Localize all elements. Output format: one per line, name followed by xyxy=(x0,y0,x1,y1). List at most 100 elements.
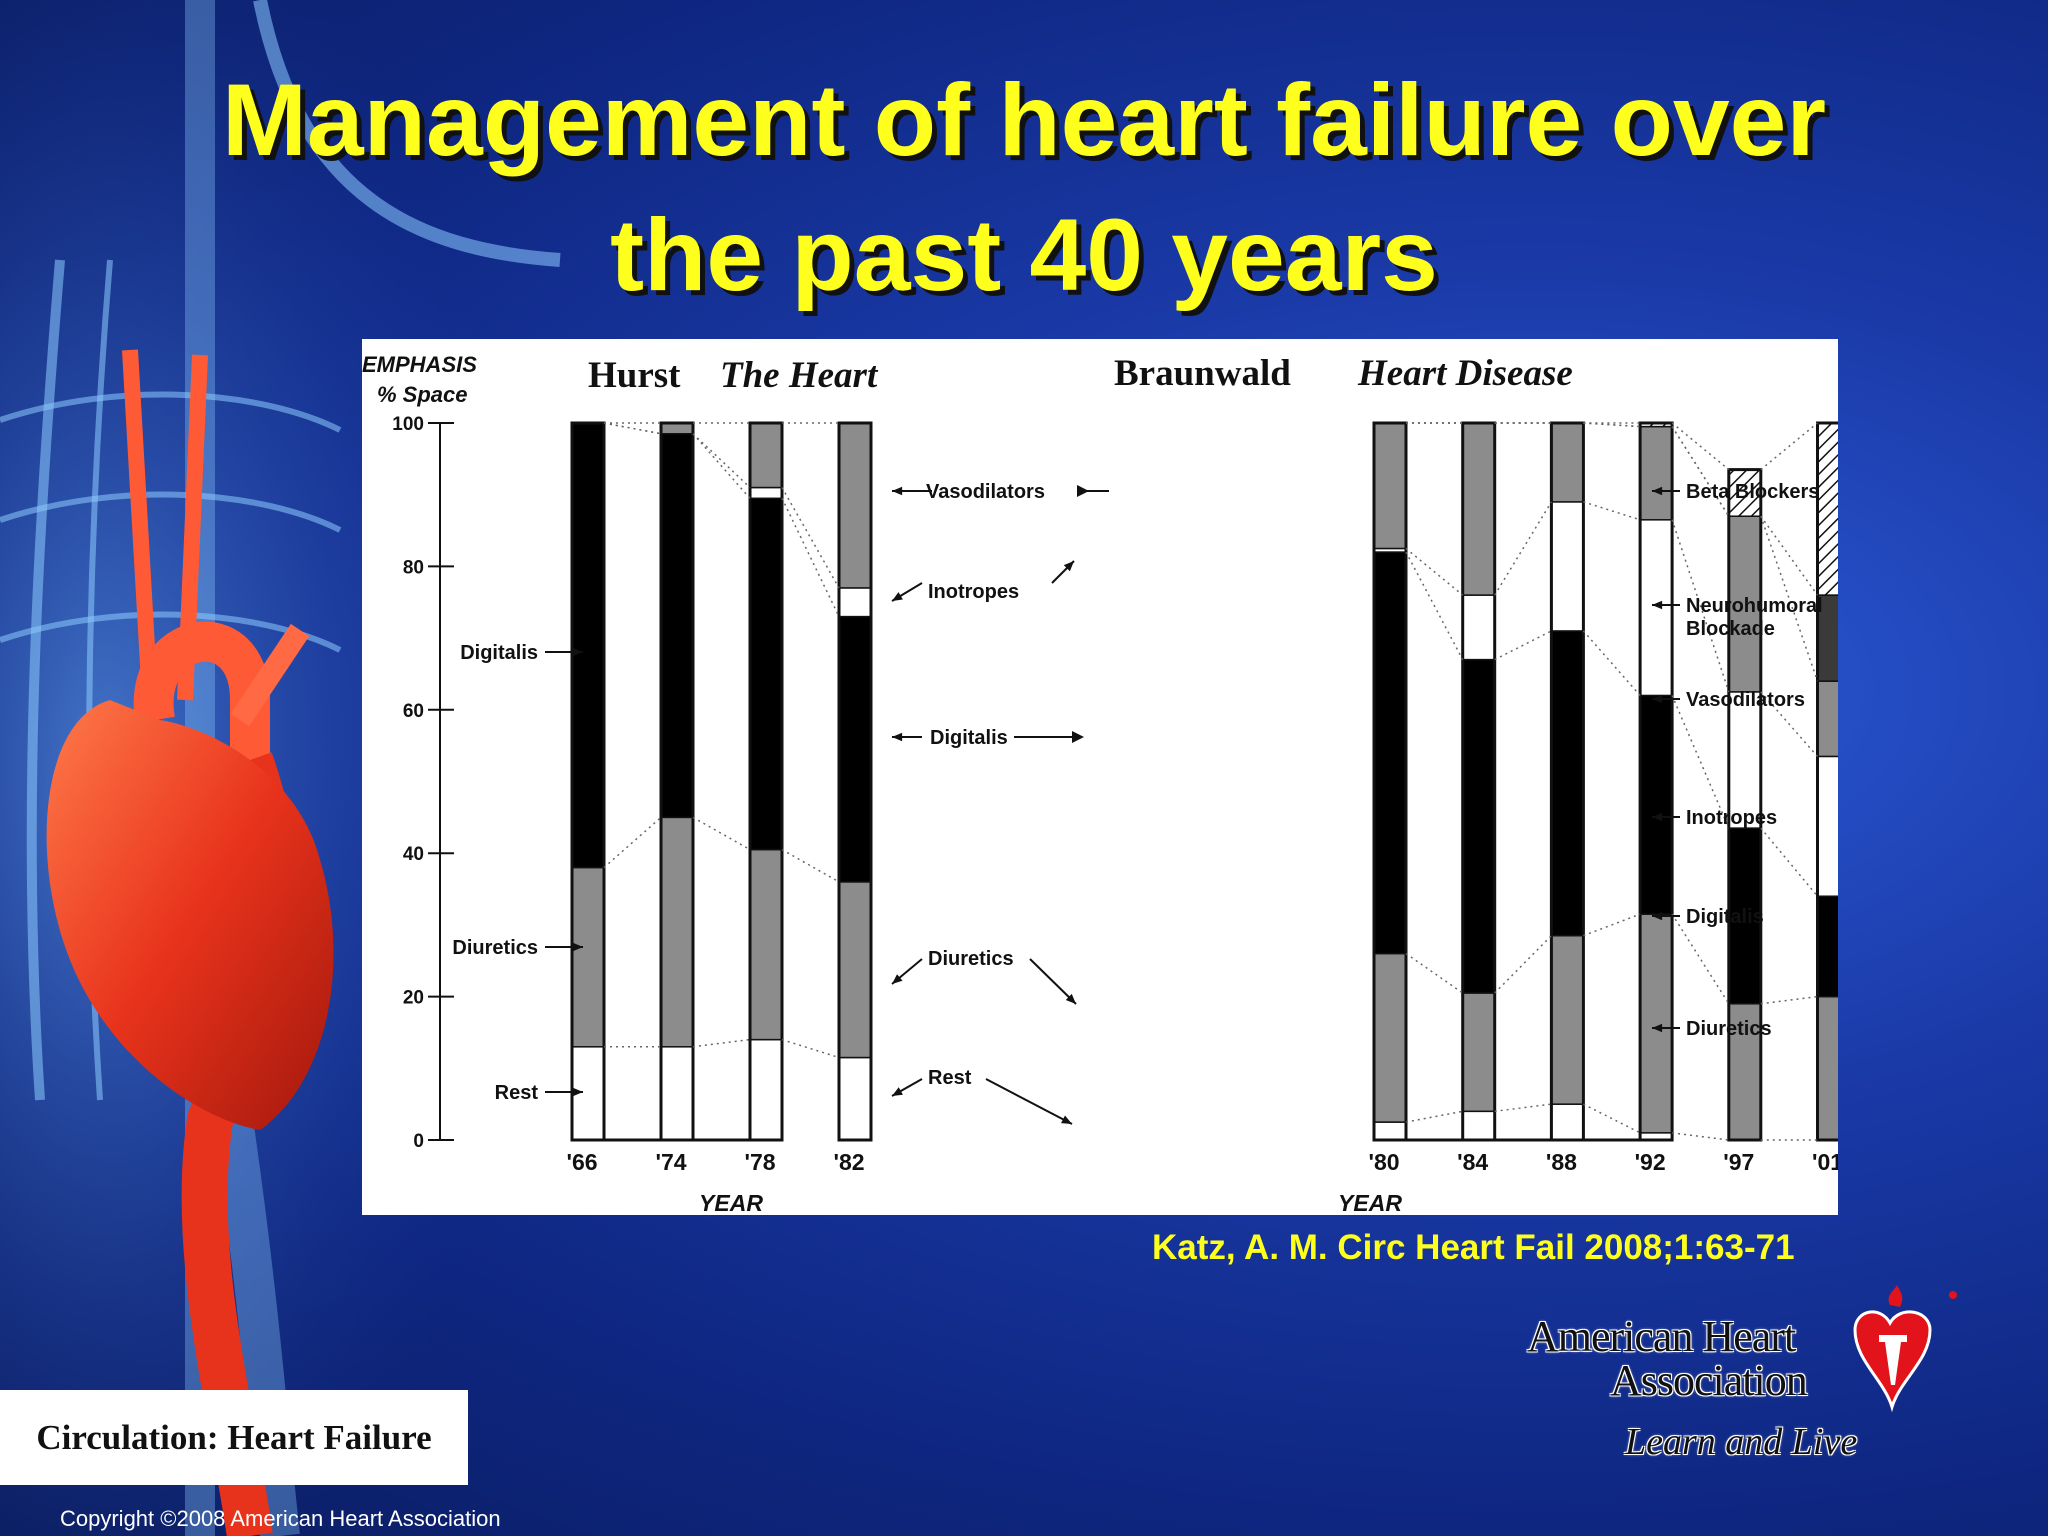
bar-segment-digitalis xyxy=(1728,827,1762,1005)
label-left-digitalis: Digitalis xyxy=(460,642,538,664)
group-title-book: The Heart xyxy=(720,355,879,396)
bar-segment-digitalis xyxy=(838,615,872,883)
series-connector xyxy=(1583,501,1641,521)
series-connector xyxy=(692,433,751,489)
series-connector xyxy=(1405,551,1464,660)
series-connector xyxy=(1494,630,1552,661)
bar-segment-diuretics xyxy=(1816,995,1838,1141)
series-connector xyxy=(603,422,662,435)
bar-segment-rest xyxy=(1550,1103,1585,1141)
label-right-inotropes: Inotropes xyxy=(1686,807,1777,829)
slide-title-line1: Management of heart failure over xyxy=(221,63,1827,177)
bar-segment-digitalis xyxy=(1639,694,1673,915)
series-connector xyxy=(1671,519,1730,693)
label-mid-rest-right-arrowhead xyxy=(1061,1115,1072,1124)
bar-segment-digitalis xyxy=(1461,658,1496,994)
bar-outline xyxy=(837,421,873,1142)
y-tick-label: 80 xyxy=(403,557,424,578)
label-mid-diuretics-right-arrowhead xyxy=(1065,993,1076,1004)
bar-segment-diuretics xyxy=(660,816,694,1048)
bar-segment-inotropes xyxy=(1461,594,1496,661)
series-connector xyxy=(692,1038,751,1048)
x-tick-label: '66 xyxy=(566,1149,597,1175)
bar-segment-diuretics xyxy=(1461,992,1496,1113)
label-mid-inotropes-right-arrowhead xyxy=(1063,561,1074,572)
label-left-rest-arrowhead xyxy=(572,1087,583,1097)
label-mid-vasodilators-arrowhead xyxy=(892,486,903,496)
series-connector xyxy=(692,816,751,851)
bar-segment-inotropes xyxy=(838,587,872,618)
label-mid-digitalis: Digitalis xyxy=(930,727,1008,749)
label-left-diuretics: Diuretics xyxy=(452,937,538,959)
bar-segment-digitalis xyxy=(1816,895,1838,998)
bar-segment-beta-blockers xyxy=(1816,422,1838,596)
label-left-diuretics-arrowhead xyxy=(572,942,583,952)
series-connector xyxy=(603,816,662,869)
series-connector xyxy=(1494,935,1552,994)
x-tick-label: '80 xyxy=(1368,1149,1399,1175)
stacked-bar-chart: 0 20 40 60 80 100 EMPHASIS % Space Hurst The Hear… xyxy=(362,352,1838,1215)
group-title-author: Braunwald xyxy=(1114,353,1291,394)
bar-segment-rest xyxy=(749,1038,783,1141)
label-right-inotropes-arrowhead xyxy=(1652,812,1663,822)
y-tick-label: 40 xyxy=(403,844,424,865)
series-connector xyxy=(1672,1132,1729,1141)
series-connector xyxy=(1760,691,1819,757)
bar-segment-digitalis xyxy=(1550,630,1585,937)
bar-segment-vasodilators xyxy=(1816,680,1838,758)
series-connector xyxy=(1494,501,1553,596)
bar-segment-inotropes xyxy=(1816,755,1838,897)
x-tick-label: '82 xyxy=(833,1149,864,1175)
aha-logo-tagline: Learn and Live xyxy=(1625,1421,1858,1463)
series-connector xyxy=(1583,913,1641,937)
label-right-beta-blockers-arrowhead xyxy=(1652,486,1663,496)
series-connector xyxy=(1582,630,1641,696)
x-tick-label: '88 xyxy=(1546,1149,1577,1175)
y-tick-label: 60 xyxy=(403,701,424,722)
series-connector xyxy=(1760,422,1818,471)
series-connector xyxy=(781,1038,840,1059)
bar-segment-rest xyxy=(1461,1110,1496,1141)
series-connector xyxy=(1405,952,1464,994)
bar-segment-inotropes xyxy=(1550,501,1585,632)
label-mid-rest-right-arrow-line xyxy=(985,1078,1073,1125)
label-right-neurohumoral-blockade: Neurohumoral Blockade xyxy=(1686,595,1823,640)
label-mid-vasodilators-arrowhead-right xyxy=(1077,485,1089,497)
series-connector xyxy=(781,497,840,617)
series-connector xyxy=(1405,1110,1463,1123)
bar-segment-vasodilators xyxy=(1639,425,1673,521)
y-tick-label: 100 xyxy=(392,414,424,435)
series-connector xyxy=(692,433,751,499)
x-tick-label: '92 xyxy=(1635,1149,1666,1175)
series-connector xyxy=(1671,695,1730,829)
bar-segment-beta-blockers xyxy=(1728,468,1762,517)
label-right-digitalis-arrowhead xyxy=(1652,911,1663,921)
label-mid-rest-arrowhead xyxy=(892,1087,903,1096)
label-mid-rest: Rest xyxy=(928,1067,972,1089)
series-connector xyxy=(1671,422,1730,471)
label-right-digitalis: Digitalis xyxy=(1686,906,1764,928)
series-connector xyxy=(1583,1103,1641,1134)
bar-segment-inotropes xyxy=(1639,519,1673,697)
x-tick-label: '78 xyxy=(744,1149,775,1175)
bar-segment-rest xyxy=(838,1056,872,1141)
bar-segment-diuretics xyxy=(1550,934,1585,1105)
y-tick-label: 20 xyxy=(403,988,424,1009)
label-mid-inotropes-arrowhead xyxy=(892,592,903,601)
journal-badge: Circulation: Heart Failure xyxy=(0,1390,468,1485)
label-right-diuretics: Diuretics xyxy=(1686,1018,1772,1040)
x-axis-title: YEAR xyxy=(699,1190,763,1215)
label-mid-inotropes: Inotropes xyxy=(928,581,1019,603)
x-tick-label: '01 xyxy=(1812,1149,1838,1175)
series-connector xyxy=(1760,515,1819,682)
journal-name: Circulation: Heart Failure xyxy=(36,1417,432,1457)
series-connector xyxy=(781,848,840,883)
copyright-notice: Copyright ©2008 American Heart Associati… xyxy=(60,1506,501,1531)
bar-segment-vasodilators xyxy=(1461,422,1496,596)
label-mid-diuretics-arrowhead xyxy=(892,974,903,984)
bar-segment-digitalis xyxy=(660,433,694,819)
bar-segment-diuretics xyxy=(838,881,872,1059)
bar-segment-inotropes xyxy=(749,486,783,500)
y-tick-label: 0 xyxy=(413,1131,424,1152)
label-right-vasodilators-arrowhead xyxy=(1652,694,1663,704)
